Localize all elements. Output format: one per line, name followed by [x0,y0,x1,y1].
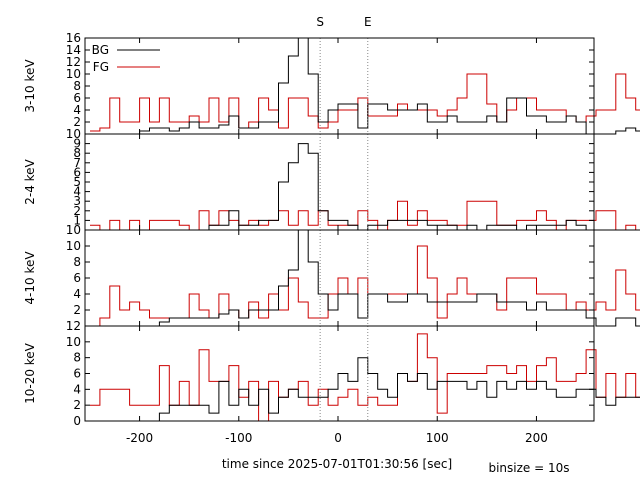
ytick-label: 8 [73,146,81,160]
ytick-label: 8 [73,79,81,93]
series-fg-panel-4 [90,333,640,422]
ytick-label: 4 [73,103,81,117]
ytick-label: 6 [73,165,81,179]
ytick-label: 4 [73,287,81,301]
ytick-label: 1 [73,213,81,227]
ytick-label: 2 [73,303,81,317]
ytick-label: 12 [66,55,81,69]
ytick-label: 10 [66,127,81,141]
ytick-label: 6 [73,367,81,381]
xtick-label: 100 [426,431,449,445]
ytick-label: 10 [66,67,81,81]
ytick-label: 4 [73,382,81,396]
series-fg-panel-3 [90,245,640,327]
ytick-label: 8 [73,351,81,365]
xtick-label: -100 [225,431,252,445]
panel-frame-1 [84,37,595,135]
x-axis-label: time since 2025-07-01T01:30:56 [sec] [222,457,452,471]
legend-label-bg: BG [92,43,109,57]
xtick-label: 0 [334,431,342,445]
series-bg-panel-3 [90,229,640,327]
legend-label-fg: FG [93,60,109,74]
ytick-label: 3 [73,194,81,208]
ytick-label: 6 [73,271,81,285]
series-fg-panel-1 [90,73,640,132]
ylabel-panel-1: 3-10 keV [23,59,37,113]
ytick-label: 6 [73,91,81,105]
ylabel-panel-3: 4-10 keV [23,251,37,305]
ytick-label: 14 [66,43,81,57]
ytick-label: 0 [73,414,81,428]
series-bg-panel-1 [90,37,640,135]
ytick-label: 8 [73,255,81,269]
panel-frame-2 [84,133,595,231]
series-bg-panel-4 [90,357,640,422]
ytick-label: 2 [73,115,81,129]
xtick-label: -200 [126,431,153,445]
ytick-label: 10 [66,239,81,253]
ytick-label: 10 [66,335,81,349]
xtick-label: 200 [525,431,548,445]
binsize-label: binsize = 10s [488,461,569,475]
ytick-label: 7 [73,156,81,170]
ytick-label: 2 [73,398,81,412]
ytick-label: 4 [73,185,81,199]
marker-label-s: S [316,15,324,29]
marker-label-e: E [364,15,372,29]
ylabel-panel-4: 10-20 keV [23,342,37,404]
ylabel-panel-2: 2-4 keV [23,158,37,204]
ytick-label: 16 [66,31,81,45]
series-bg-panel-2 [90,143,640,231]
ytick-label: 2 [73,204,81,218]
ytick-label: 5 [73,175,81,189]
ytick-label: 10 [66,223,81,237]
ytick-label: 12 [66,319,81,333]
ytick-label: 9 [73,137,81,151]
